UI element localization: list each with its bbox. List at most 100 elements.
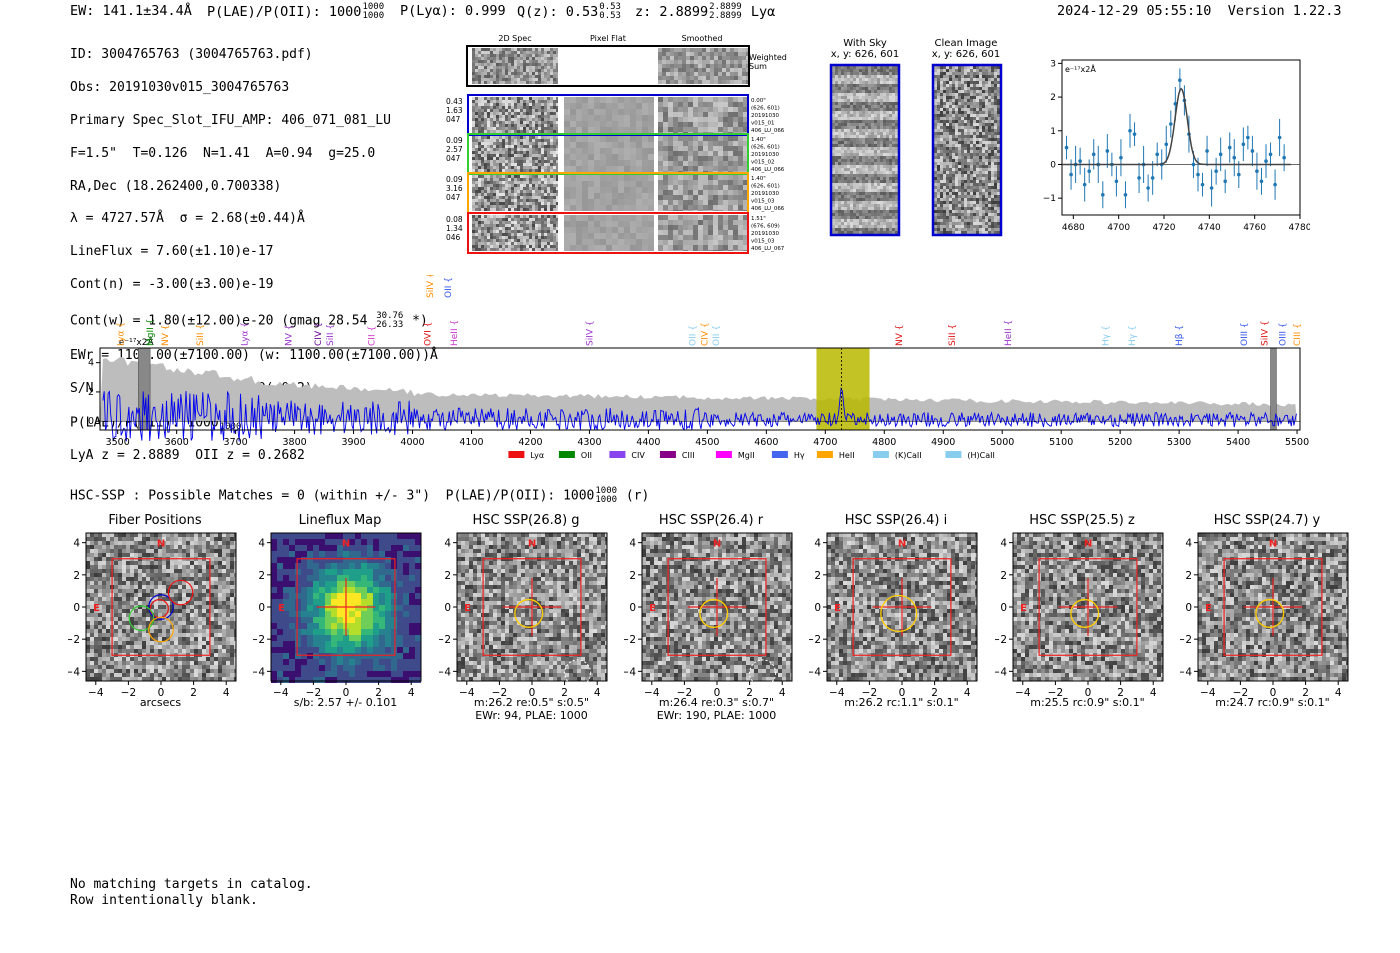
spec-line-label-4: Lyα {: [240, 322, 250, 346]
weighted-sum-label: Weighted Sum: [749, 53, 787, 71]
hsc-caption1-4: m:26.2 rc:1.1" s:0.1": [844, 696, 959, 709]
hsc-caption1-0: arcsecs: [139, 696, 182, 709]
fit-xtick-label-2: 4720: [1153, 223, 1176, 233]
hsc-ytick-label-2-2: 0: [444, 602, 451, 614]
hsc-xtick-label-4-3: 2: [931, 687, 938, 699]
header-z-frac: 2.8899 2.8899: [709, 3, 742, 21]
spec-line-label-7: SiII {: [326, 324, 336, 346]
fit-point-4: [1082, 182, 1087, 187]
weighted-sum-2dspec: [472, 48, 558, 84]
cutout-row-0-pixelflat: [564, 97, 654, 133]
hsc-panel-title-3: HSC SSP(26.4) r: [658, 513, 764, 528]
meta-line-lineflux: LineFlux = 7.60(±1.10)e-17: [70, 244, 274, 260]
spec-line-label-text-23: OIII {: [1240, 322, 1250, 346]
header-plya: P(Lyα): 0.999: [400, 3, 506, 19]
hsc-xtick-label-6-3: 2: [1302, 687, 1309, 699]
cutout-row-2-left-1: 3.16: [446, 184, 463, 193]
fit-point-46: [1273, 182, 1277, 187]
hsc-xtick-label-1-3: 2: [375, 687, 382, 699]
hsc-ytick-label-4-0: −4: [809, 666, 821, 678]
hsc-north-1: N: [342, 539, 350, 550]
spec-line-label-text-10: SiIV {: [426, 275, 436, 298]
spec-line-label-text-14: OII {: [689, 325, 699, 346]
cutout-row-1-right-3: v015_02: [751, 160, 775, 166]
spec-line-label-8: CII {: [367, 326, 377, 346]
hsc-east-0: E: [93, 603, 100, 614]
hsc-panel-box-4: [852, 558, 952, 656]
hsc-ytick-label-0-3: 2: [73, 570, 80, 582]
spec-line-label-10: SiIV {: [426, 275, 436, 298]
hsc-xtick-label-4-2: 0: [899, 687, 906, 699]
header-z: z: 2.8899 2.8899 2.8899 Lyα: [635, 3, 775, 21]
spec-line-label-text-18: SiII {: [948, 324, 958, 346]
meta-line-obs: Obs: 20191030v015_3004765763: [70, 80, 290, 96]
fit-point-12: [1119, 155, 1123, 160]
meta-line-params: F=1.5" T=0.126 N=1.41 A=0.94 g=25.0: [70, 145, 376, 161]
hsc-east-3: E: [649, 603, 656, 614]
spec-line-label-14: OII {: [689, 325, 699, 346]
contw-hi: 30.76: [376, 310, 404, 321]
cutout-row-2-smoothed: [658, 175, 748, 211]
header-z-lo: 2.8899: [709, 11, 742, 21]
hsc-ytick-label-2-1: −2: [439, 634, 451, 646]
spec-legend-swatch-1: [558, 451, 575, 458]
hsc-caption1-2: m:26.2 re:0.5" s:0.5": [473, 696, 590, 709]
fit-point-47: [1277, 135, 1282, 140]
spec-xtick-label-9: 4400: [636, 437, 660, 448]
spec-line-label-text-11: OII {: [444, 277, 454, 298]
hsc-panel-box-6: [1223, 558, 1323, 656]
meta-line-contn: Cont(n) = -3.00(±3.00)e-19: [70, 277, 274, 293]
line-fit-plot: 4680 4700 4720 4740 4760 4780 −1 0 1 2 3 e⁻¹⁷x2Å: [1043, 59, 1310, 233]
cutout-row-3-frame: [467, 212, 749, 254]
spec-line-label-text-7: SiII {: [326, 324, 336, 346]
hsc-ytick-label-3-1: −2: [624, 634, 636, 646]
hsc-east-2: E: [464, 603, 471, 614]
cutout-row-1-left-0: 0.09: [446, 136, 463, 145]
cutout-row-0-left-0: 0.43: [446, 97, 463, 106]
hsc-xtick-label-6-4: 4: [1335, 687, 1342, 699]
spec-line-label-25: OIII {: [1278, 322, 1288, 346]
fit-xtick-label-4: 4760: [1243, 223, 1266, 233]
cutout-row-0-right-4: 406_LU_066: [751, 128, 785, 134]
spec-xtick-label-14: 4900: [931, 437, 955, 448]
spec-line-label-9: OVI {: [423, 322, 433, 346]
fit-point-39: [1241, 142, 1246, 147]
hsc-panel-4: N E −4 −4 −2 −2 0 0 2 2 4 4: [809, 532, 978, 699]
spec-line-label-23: OIII {: [1240, 322, 1250, 346]
spec-line-label-text-12: HeII {: [450, 320, 460, 346]
header-plae-hi: 1000: [362, 2, 385, 12]
cutout-row-2-2dspec: [472, 175, 558, 211]
spec-xtick-label-6: 4100: [459, 437, 483, 448]
hsc-panel-box-5: [1038, 558, 1138, 656]
spec-xtick-label-18: 5300: [1167, 437, 1191, 448]
hsc-aperture-2: [514, 598, 544, 628]
spec-xtick-label-19: 5400: [1226, 437, 1250, 448]
spec-legend-label-2: CIV: [631, 451, 645, 460]
cutout-row-3-left-2: 046: [446, 233, 461, 242]
col-title-pixelflat: Pixel Flat: [590, 34, 626, 43]
with-sky-title: With Sky x, y: 626, 601: [820, 38, 910, 60]
cutout-row-2-right-3: v015_03: [751, 199, 775, 205]
fit-point-29: [1196, 172, 1200, 177]
with-sky-image: [832, 66, 898, 234]
spec-ytick-label-2: 4: [88, 358, 94, 369]
hsc-xtick-label-5-1: −2: [1048, 687, 1063, 699]
header-qz-lo: 0.53: [599, 11, 621, 21]
header-z-label: z: 2.8899: [635, 4, 709, 20]
cutout-row-2-right-0: 1.40": [751, 176, 766, 182]
spec-line-label-13: SiIV {: [585, 320, 595, 346]
spec-line-label-text-25: OIII {: [1278, 322, 1288, 346]
clean-image: [934, 66, 1000, 234]
meta-line-radec: RA,Dec (18.262400,0.700338): [70, 178, 282, 194]
spec-xtick-label-12: 4700: [813, 437, 837, 448]
hsc-ytick-label-1-1: −2: [253, 634, 265, 646]
fit-point-40: [1246, 135, 1250, 140]
hsc-panel-title-4: HSC SSP(26.4) i: [844, 513, 948, 528]
header-plae-frac: 1000 1000: [362, 3, 384, 21]
fit-point-8: [1101, 192, 1105, 197]
full-spectrum-plot: e⁻¹⁷x2Å 3500 3600 3700 3800 3900 4000 4100 4200 4…: [88, 275, 1309, 460]
fiber-circle-3: [148, 616, 174, 643]
spec-line-label-15: CIV {: [700, 322, 710, 346]
fit-point-30: [1200, 182, 1205, 187]
fiber-circle-2: [128, 605, 155, 632]
